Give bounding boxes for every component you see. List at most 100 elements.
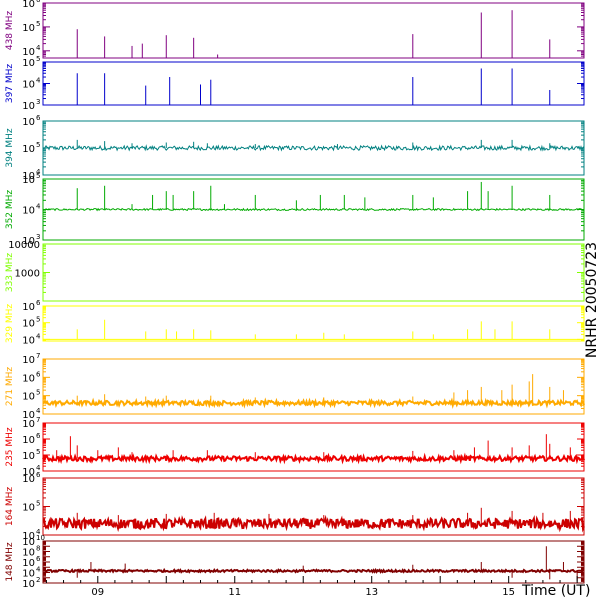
- panel-frequency-label: 329 MHz: [5, 304, 15, 344]
- panel-frame: [42, 305, 585, 342]
- x-axis-label: Time (UT): [521, 583, 590, 599]
- y-tick-label: 10: [22, 47, 35, 58]
- baseline-trace: [42, 397, 585, 409]
- baseline-trace: [42, 207, 585, 212]
- y-tick-label: 10: [22, 0, 35, 10]
- y-tick-exponent: 4: [36, 464, 41, 472]
- baseline-trace: [42, 452, 585, 465]
- y-tick-label: 10: [22, 80, 35, 91]
- panel-frequency-label: 397 MHz: [5, 64, 15, 104]
- panel-frame: [42, 243, 585, 302]
- y-tick-label: 1000: [15, 269, 40, 280]
- y-tick-exponent: 6: [36, 471, 41, 479]
- y-tick-exponent: 2: [36, 576, 40, 584]
- y-tick-label: 10: [22, 467, 35, 478]
- baseline-trace: [42, 567, 585, 574]
- y-tick-exponent: 8: [36, 545, 40, 553]
- baseline-trace: [42, 144, 585, 152]
- y-tick-exponent: 5: [36, 20, 40, 28]
- y-tick-label: 10: [22, 175, 35, 186]
- y-tick-exponent: 5: [36, 141, 40, 149]
- y-tick-exponent: 7: [36, 352, 40, 360]
- y-tick-label: 10: [22, 558, 35, 569]
- y-tick-label: 10: [22, 569, 35, 580]
- y-tick-exponent: 5: [36, 389, 40, 397]
- panel-frequency-label: 271 MHz: [5, 367, 15, 407]
- y-tick-label: 10: [22, 503, 35, 514]
- y-tick-exponent: 6: [36, 0, 41, 4]
- y-tick-label: 10: [22, 548, 35, 559]
- panel-frequency-label: 333 MHz: [5, 253, 15, 293]
- y-tick-label: 10: [22, 319, 35, 330]
- y-tick-exponent: 5: [36, 500, 40, 508]
- y-tick-label: 10: [22, 392, 35, 403]
- panel-frequency-label: 148 MHz: [5, 542, 15, 582]
- time-axis: Time (UT) 09 11 13 15: [45, 576, 590, 599]
- y-tick-label: 10: [22, 435, 35, 446]
- y-tick-exponent: 4: [36, 168, 41, 176]
- y-tick-exponent: 6: [36, 432, 41, 440]
- y-tick-label: 10000: [8, 240, 40, 251]
- y-tick-label: 10: [22, 101, 35, 112]
- panel-frequency-label: 235 MHz: [5, 427, 15, 467]
- y-tick-exponent: 3: [36, 233, 40, 241]
- y-tick-label: 10: [22, 531, 35, 542]
- x-tick-label: 11: [228, 587, 241, 598]
- panel-frame: [42, 2, 585, 59]
- y-tick-label: 10: [22, 410, 35, 421]
- y-tick-exponent: 4: [36, 44, 41, 52]
- x-tick-label: 15: [502, 587, 515, 598]
- y-tick-exponent: 4: [36, 77, 41, 85]
- y-tick-label: 10: [22, 474, 35, 485]
- x-tick-label: 09: [91, 587, 104, 598]
- y-tick-exponent: 3: [36, 98, 40, 106]
- y-tick-exponent: 6: [36, 114, 41, 122]
- x-tick-label: 13: [365, 587, 378, 598]
- baseline-trace: [42, 514, 585, 533]
- y-tick-exponent: 7: [36, 416, 40, 424]
- y-tick-label: 10: [22, 579, 35, 590]
- y-tick-label: 10: [22, 419, 35, 430]
- panel-frequency-label: 438 MHz: [5, 11, 15, 51]
- y-tick-exponent: 4: [36, 407, 41, 415]
- station-date-label: NRHR 20050723: [584, 242, 600, 358]
- y-tick-exponent: 5: [36, 448, 40, 456]
- panel-frequency-label: 394 MHz: [5, 128, 15, 168]
- panel-frame: [42, 422, 585, 472]
- panel-frequency-label: 352 MHz: [5, 190, 15, 230]
- panel-frequency-label: 164 MHz: [5, 487, 15, 527]
- panel-frame: [42, 61, 585, 106]
- y-tick-exponent: 5: [36, 316, 40, 324]
- y-tick-exponent: 4: [36, 528, 41, 536]
- y-tick-label: 10: [22, 355, 35, 366]
- y-tick-exponent: 10: [36, 534, 45, 542]
- y-tick-exponent: 6: [36, 555, 41, 563]
- y-tick-exponent: 6: [36, 299, 41, 307]
- y-tick-label: 10: [22, 236, 35, 247]
- panel-frame: [42, 540, 585, 584]
- y-tick-label: 10: [22, 451, 35, 462]
- y-tick-label: 10: [22, 302, 35, 313]
- y-tick-label: 10: [22, 144, 35, 155]
- y-tick-exponent: 6: [36, 370, 41, 378]
- y-tick-label: 10: [22, 117, 35, 128]
- y-tick-label: 10: [22, 537, 35, 548]
- y-tick-exponent: 4: [36, 566, 41, 574]
- y-tick-exponent: 5: [36, 172, 40, 180]
- y-tick-label: 10: [22, 58, 35, 69]
- y-tick-exponent: 5: [36, 55, 40, 63]
- y-tick-exponent: 4: [36, 203, 41, 211]
- y-tick-label: 10: [22, 171, 35, 182]
- y-tick-label: 10: [22, 373, 35, 384]
- y-tick-exponent: 4: [36, 332, 41, 340]
